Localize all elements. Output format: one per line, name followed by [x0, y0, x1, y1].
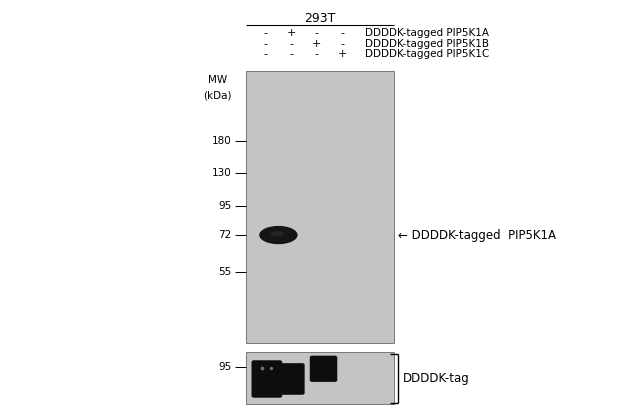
Text: -: -	[315, 28, 319, 38]
Text: 180: 180	[212, 136, 232, 146]
Text: -: -	[340, 39, 344, 49]
FancyBboxPatch shape	[252, 360, 282, 398]
Text: DDDDK-tagged PIP5K1B: DDDDK-tagged PIP5K1B	[365, 39, 489, 49]
Text: -: -	[340, 28, 344, 38]
Text: +: +	[287, 28, 296, 38]
Text: -: -	[264, 28, 268, 38]
FancyBboxPatch shape	[280, 363, 305, 395]
FancyBboxPatch shape	[310, 356, 337, 382]
Bar	[246, 71, 394, 343]
Text: (kDa): (kDa)	[204, 91, 232, 101]
Text: -: -	[289, 39, 293, 49]
Text: DDDDK-tagged PIP5K1C: DDDDK-tagged PIP5K1C	[365, 49, 489, 59]
Text: 72: 72	[218, 230, 232, 240]
Text: 130: 130	[212, 168, 232, 178]
Text: ← DDDDK-tagged  PIP5K1A: ← DDDDK-tagged PIP5K1A	[398, 228, 556, 242]
Text: DDDDK-tagged PIP5K1A: DDDDK-tagged PIP5K1A	[365, 28, 489, 38]
Text: -: -	[289, 49, 293, 59]
Ellipse shape	[270, 231, 284, 236]
Text: +: +	[312, 39, 321, 49]
Bar	[246, 352, 394, 404]
Text: MW: MW	[208, 75, 227, 85]
Text: 293T: 293T	[304, 12, 336, 25]
Text: +: +	[338, 49, 347, 59]
Text: 55: 55	[218, 267, 232, 277]
Text: -: -	[264, 49, 268, 59]
Text: 95: 95	[218, 362, 232, 372]
Text: 95: 95	[218, 201, 232, 211]
Text: DDDDK-tag: DDDDK-tag	[403, 372, 470, 385]
Ellipse shape	[259, 226, 298, 244]
Text: -: -	[264, 39, 268, 49]
Text: -: -	[315, 49, 319, 59]
